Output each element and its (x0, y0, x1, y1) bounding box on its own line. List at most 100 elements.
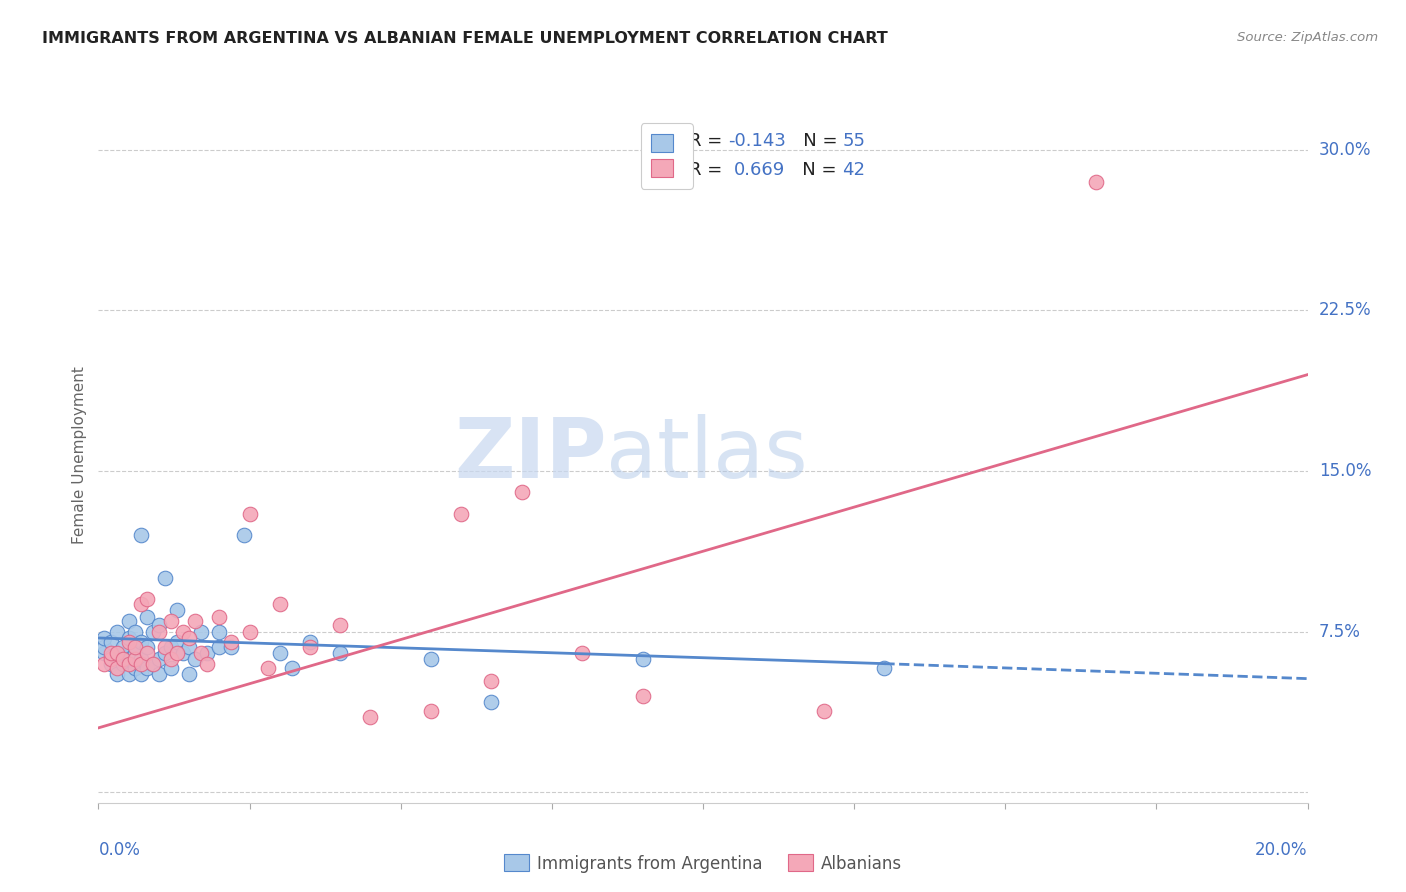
Text: N =: N = (785, 161, 842, 179)
Point (93, 646, 115, 660)
Text: 55: 55 (844, 132, 866, 151)
Point (813, 704, 835, 718)
Point (239, 624, 262, 639)
Point (100, 646, 122, 660)
Point (184, 652, 207, 666)
Point (148, 667, 170, 681)
Point (166, 635, 188, 649)
Point (329, 618, 352, 632)
Point (160, 661, 183, 675)
Text: 7.5%: 7.5% (1319, 623, 1361, 640)
Text: 30.0%: 30.0% (1319, 141, 1371, 159)
Point (177, 631, 201, 645)
Point (142, 657, 165, 671)
Point (160, 652, 183, 666)
Point (281, 661, 304, 675)
Point (100, 652, 122, 666)
Text: R =: R = (689, 161, 734, 179)
Point (153, 640, 176, 654)
Point (118, 635, 141, 649)
Point (360, 710, 382, 724)
Point (153, 571, 176, 585)
Point (1085, 175, 1108, 189)
Point (135, 592, 157, 607)
Point (142, 657, 165, 671)
Point (100, 650, 122, 665)
Y-axis label: Female Unemployment: Female Unemployment (72, 366, 87, 544)
Text: 42: 42 (842, 161, 865, 179)
Point (510, 485, 533, 500)
Point (631, 689, 654, 703)
Point (419, 652, 441, 666)
Point (172, 624, 194, 639)
Point (177, 667, 201, 681)
Point (450, 507, 472, 521)
Point (299, 640, 322, 654)
Point (172, 646, 194, 660)
Point (148, 618, 170, 632)
Point (221, 635, 243, 649)
Point (135, 640, 157, 654)
Text: 0.669: 0.669 (734, 161, 785, 179)
Point (129, 652, 152, 666)
Legend: , : , (641, 123, 693, 189)
Point (111, 650, 134, 665)
Point (419, 704, 441, 718)
Point (129, 528, 152, 542)
Point (118, 652, 141, 666)
Point (148, 624, 170, 639)
Point (111, 640, 134, 654)
Point (160, 640, 183, 654)
Point (166, 603, 188, 617)
Point (129, 635, 152, 649)
Text: Source: ZipAtlas.com: Source: ZipAtlas.com (1237, 31, 1378, 45)
Point (135, 609, 157, 624)
Point (195, 657, 218, 671)
Point (299, 635, 322, 649)
Text: atlas: atlas (606, 415, 808, 495)
Point (105, 661, 128, 675)
Point (631, 652, 654, 666)
Text: 0.0%: 0.0% (98, 841, 141, 859)
Point (118, 614, 141, 628)
Point (481, 673, 503, 688)
Point (111, 657, 134, 671)
Point (239, 507, 262, 521)
Text: ZIP: ZIP (454, 415, 606, 495)
Point (208, 640, 231, 654)
Point (184, 614, 207, 628)
Point (256, 661, 278, 675)
Point (148, 652, 170, 666)
Point (93, 640, 115, 654)
Text: R =: R = (689, 132, 728, 151)
Point (160, 614, 183, 628)
Text: 22.5%: 22.5% (1319, 301, 1371, 319)
Point (93, 657, 115, 671)
Point (105, 646, 128, 660)
Point (208, 609, 231, 624)
Point (166, 646, 188, 660)
Point (153, 646, 176, 660)
Point (124, 624, 146, 639)
Point (118, 657, 141, 671)
Point (124, 640, 146, 654)
Point (100, 657, 122, 671)
Point (177, 640, 201, 654)
Point (100, 635, 122, 649)
Point (129, 657, 152, 671)
Text: N =: N = (786, 132, 844, 151)
Point (105, 646, 128, 660)
Point (329, 646, 352, 660)
Text: 15.0%: 15.0% (1319, 462, 1371, 480)
Point (481, 695, 503, 709)
Point (190, 646, 212, 660)
Point (124, 646, 146, 660)
Text: -0.143: -0.143 (728, 132, 786, 151)
Text: 20.0%: 20.0% (1256, 841, 1308, 859)
Point (571, 646, 593, 660)
Point (873, 661, 896, 675)
Point (208, 624, 231, 639)
Point (269, 646, 291, 660)
Point (142, 624, 165, 639)
Point (269, 597, 291, 611)
